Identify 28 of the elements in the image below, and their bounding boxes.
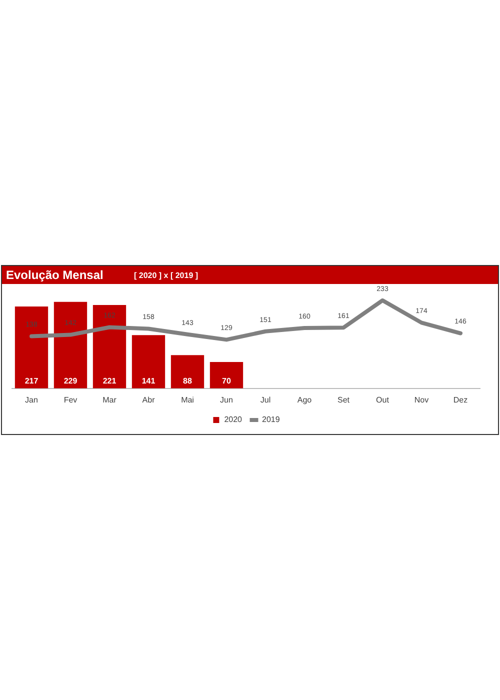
x-tick-label: Nov: [414, 395, 429, 404]
x-tick-label: Mar: [102, 395, 117, 404]
bar: [54, 302, 88, 388]
bar: [14, 306, 48, 388]
bar: [132, 335, 166, 388]
x-tick-label: Dez: [453, 395, 468, 404]
data-label: 229: [64, 376, 78, 386]
x-tick-label: Out: [376, 395, 390, 404]
x-tick-label: Mai: [181, 395, 194, 404]
bar: [210, 362, 244, 388]
data-label: 88: [183, 376, 192, 386]
x-tick-label: Set: [337, 395, 350, 404]
x-tick-label: Fev: [64, 395, 78, 404]
x-tick-label: Jun: [220, 395, 233, 404]
x-tick-label: Abr: [142, 395, 156, 404]
bar: [92, 304, 126, 388]
x-tick-label: Jan: [25, 395, 38, 404]
bar: [170, 355, 204, 388]
x-tick-label: Jul: [260, 395, 271, 404]
data-label: 141: [142, 376, 156, 386]
chart-subtitle: [ 2020 ] x [ 2019 ]: [134, 270, 198, 280]
chart-title: Evolução Mensal: [5, 268, 104, 282]
legend-label: 2020: [224, 415, 243, 424]
data-label: 70: [222, 376, 232, 386]
data-label: 217: [24, 376, 39, 386]
legend-label: 2019: [262, 415, 280, 424]
data-label: 221: [102, 376, 117, 386]
x-tick-label: Ago: [297, 395, 312, 404]
